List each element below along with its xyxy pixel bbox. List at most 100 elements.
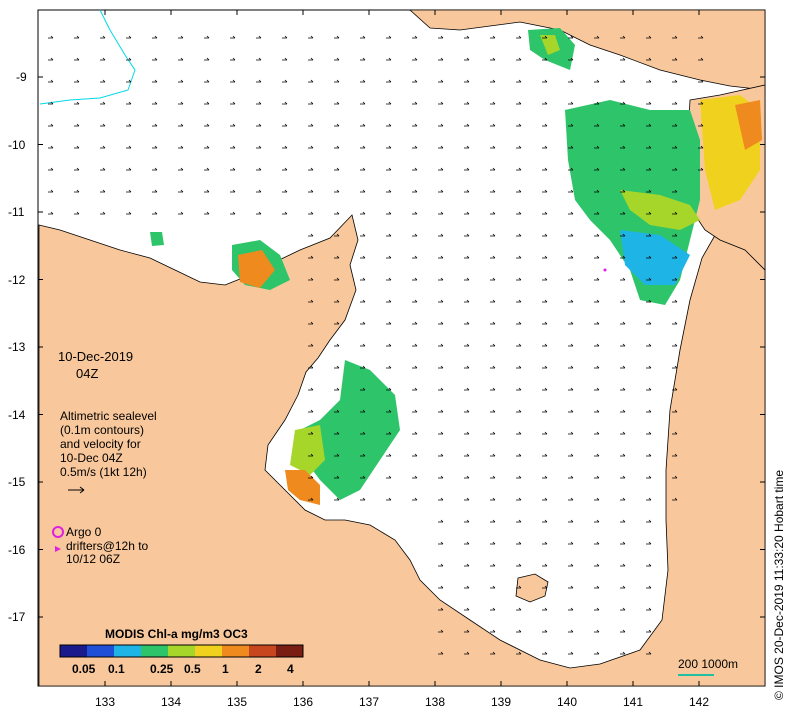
date-label-block: 10-Dec-2019 04Z: [58, 348, 133, 382]
velocity-arrow: [594, 541, 600, 545]
velocity-arrow: [620, 563, 626, 567]
velocity-arrow: [516, 299, 522, 303]
velocity-arrow: [308, 101, 314, 105]
lat-tick-label: -10: [8, 137, 26, 152]
velocity-arrow: [334, 79, 340, 83]
velocity-arrow: [594, 343, 600, 347]
velocity-arrow: [464, 167, 470, 171]
velocity-arrow: [568, 541, 574, 545]
velocity-arrow: [464, 57, 470, 61]
velocity-arrow: [646, 541, 652, 545]
velocity-arrow: [126, 211, 132, 215]
velocity-arrow: [334, 475, 340, 479]
velocity-arrow: [438, 123, 444, 127]
velocity-arrow: [542, 299, 548, 303]
velocity-arrow: [516, 651, 522, 655]
velocity-arrow: [412, 123, 418, 127]
velocity-arrow: [542, 431, 548, 435]
velocity-arrow: [542, 563, 548, 567]
lon-tick-label: 141: [623, 695, 644, 709]
velocity-arrow: [464, 189, 470, 193]
velocity-arrow: [438, 189, 444, 193]
velocity-arrow: [360, 123, 366, 127]
velocity-arrow: [360, 233, 366, 237]
velocity-arrow: [594, 211, 600, 215]
lat-tick-label: -15: [8, 475, 26, 489]
velocity-arrow: [594, 497, 600, 501]
velocity-arrow: [516, 431, 522, 435]
velocity-arrow: [360, 255, 366, 259]
velocity-arrow: [646, 233, 652, 237]
velocity-arrow: [620, 431, 626, 435]
velocity-arrow: [490, 167, 496, 171]
velocity-arrow: [516, 233, 522, 237]
velocity-arrow: [646, 629, 652, 633]
velocity-arrow: [542, 79, 548, 83]
velocity-arrow: [152, 79, 158, 83]
velocity-arrow: [412, 167, 418, 171]
velocity-arrow: [698, 145, 704, 149]
drifter-label-2: 10/12 06Z: [66, 552, 121, 566]
argo-label: Argo 0: [66, 525, 102, 539]
velocity-arrow: [386, 255, 392, 259]
velocity-arrow: [282, 211, 288, 215]
velocity-arrow: [490, 189, 496, 193]
velocity-arrow: [490, 123, 496, 127]
velocity-arrow: [490, 57, 496, 61]
colorbar-segment: [222, 645, 250, 657]
velocity-arrow: [516, 607, 522, 611]
velocity-arrow: [282, 57, 288, 61]
velocity-arrow: [282, 123, 288, 127]
velocity-arrow: [308, 365, 314, 369]
drifter-marker: [55, 546, 61, 552]
velocity-arrow: [256, 101, 262, 105]
velocity-arrow: [308, 475, 314, 479]
velocity-arrow: [516, 453, 522, 457]
velocity-arrow: [334, 277, 340, 281]
velocity-arrow: [100, 189, 106, 193]
velocity-arrow: [464, 233, 470, 237]
velocity-arrow: [386, 343, 392, 347]
velocity-arrow: [620, 651, 626, 655]
velocity-arrow: [542, 101, 548, 105]
velocity-arrow: [542, 167, 548, 171]
velocity-arrow: [230, 211, 236, 215]
velocity-arrow: [620, 453, 626, 457]
velocity-arrow: [308, 189, 314, 193]
velocity-arrow: [438, 365, 444, 369]
axis-ticks: [38, 10, 765, 686]
velocity-arrow: [594, 321, 600, 325]
velocity-arrow: [620, 35, 626, 39]
velocity-arrow: [672, 453, 678, 457]
velocity-arrow: [412, 475, 418, 479]
velocity-arrow: [152, 145, 158, 149]
velocity-arrow: [568, 277, 574, 281]
velocity-arrow: [620, 629, 626, 633]
velocity-arrow: [74, 35, 80, 39]
velocity-arrow: [490, 299, 496, 303]
velocity-arrow: [230, 189, 236, 193]
velocity-arrow: [516, 211, 522, 215]
velocity-arrow: [672, 475, 678, 479]
velocity-arrow: [438, 101, 444, 105]
colorbar-segment: [141, 645, 169, 657]
velocity-arrow: [256, 189, 262, 193]
velocity-arrow: [672, 365, 678, 369]
colorbar-segment: [87, 645, 115, 657]
velocity-arrow: [620, 607, 626, 611]
velocity-arrow: [386, 167, 392, 171]
velocity-arrow: [516, 167, 522, 171]
colorbar-segment: [114, 645, 142, 657]
lon-tick-label: 134: [161, 695, 182, 709]
velocity-arrow: [412, 431, 418, 435]
velocity-arrow: [386, 475, 392, 479]
velocity-arrow: [386, 211, 392, 215]
colorbar-tick-label: 2: [255, 662, 262, 676]
velocity-arrow: [412, 277, 418, 281]
velocity-arrow: [100, 123, 106, 127]
velocity-arrow: [542, 277, 548, 281]
velocity-arrow: [204, 211, 210, 215]
velocity-arrow: [360, 387, 366, 391]
velocity-arrow: [646, 453, 652, 457]
colorbar-tick-label: 0.05: [72, 662, 96, 676]
